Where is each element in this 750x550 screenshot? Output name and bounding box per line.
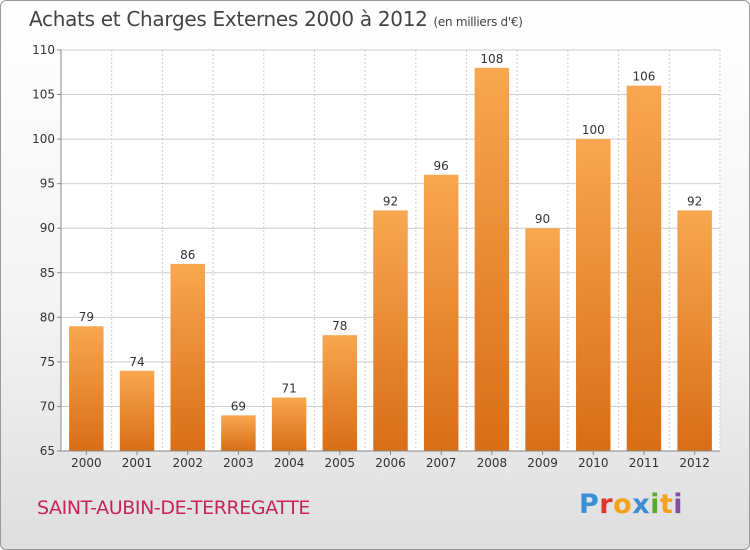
- data-label: 100: [582, 123, 605, 137]
- logo-letter: i: [673, 489, 684, 520]
- labels: 65 70 75 80 85 90 95 100 105 110 79 2000 74 2001 86 200…: [32, 43, 710, 470]
- data-label: 90: [535, 212, 550, 226]
- x-tick-label: 2008: [477, 456, 508, 470]
- data-label: 92: [687, 194, 702, 208]
- data-label: 74: [129, 355, 144, 369]
- chart-title-text: Achats et Charges Externes 2000 à 2012: [29, 7, 428, 31]
- x-tick-label: 2004: [274, 456, 305, 470]
- bar-2004: [271, 397, 307, 451]
- logo-letter: x: [632, 489, 651, 520]
- bar-2009: [525, 228, 560, 451]
- bar-2003: [221, 415, 256, 451]
- commune-name: SAINT-AUBIN-DE-TERREGATTE: [37, 497, 311, 519]
- x-tick-label: 2002: [172, 456, 203, 470]
- data-label: 108: [480, 52, 503, 66]
- x-tick-label: 2000: [71, 456, 102, 470]
- bars: [69, 67, 712, 452]
- data-label: 79: [79, 310, 94, 324]
- y-tick-label: 70: [40, 399, 55, 413]
- data-label: 71: [281, 382, 296, 396]
- logo-letter: i: [650, 489, 660, 520]
- axes: [57, 49, 720, 455]
- data-label: 92: [383, 194, 398, 208]
- proxiti-logo[interactable]: Proxiti: [579, 489, 683, 520]
- bar-2002: [170, 263, 205, 451]
- bar-2012: [677, 210, 712, 451]
- x-tick-label: 2007: [426, 456, 457, 470]
- chart-title: Achats et Charges Externes 2000 à 2012 (e…: [29, 7, 523, 31]
- y-tick-label: 75: [40, 355, 55, 369]
- logo-letter: P: [579, 489, 600, 520]
- logo-letter: o: [613, 489, 633, 520]
- x-tick-label: 2012: [679, 456, 710, 470]
- x-tick-label: 2005: [325, 456, 356, 470]
- y-tick-label: 80: [40, 310, 55, 324]
- x-tick-label: 2011: [629, 456, 660, 470]
- x-tick-label: 2010: [578, 456, 609, 470]
- chart-unit: (en milliers d'€): [433, 15, 523, 29]
- bar-2005: [322, 335, 358, 451]
- y-tick-label: 85: [40, 266, 55, 280]
- x-tick-label: 2001: [122, 456, 153, 470]
- y-tick-label: 65: [40, 444, 55, 458]
- x-tick-label: 2003: [223, 456, 254, 470]
- y-tick-label: 100: [32, 132, 55, 146]
- y-tick-label: 110: [32, 43, 55, 57]
- data-label: 96: [434, 159, 449, 173]
- bar-2000: [69, 326, 104, 451]
- bar-2006: [373, 210, 408, 451]
- y-tick-label: 105: [32, 88, 55, 102]
- x-tick-label: 2009: [527, 456, 558, 470]
- bar-2008: [474, 67, 510, 452]
- data-label: 69: [231, 399, 246, 413]
- y-tick-label: 90: [40, 221, 55, 235]
- data-label: 86: [180, 248, 195, 262]
- bar-2010: [576, 139, 611, 451]
- data-label: 78: [332, 319, 347, 333]
- bar-2007: [423, 174, 459, 451]
- x-tick-label: 2006: [375, 456, 406, 470]
- y-tick-label: 95: [40, 177, 55, 191]
- data-label: 106: [633, 70, 656, 84]
- bar-2011: [626, 85, 662, 452]
- bar-2001: [119, 370, 155, 451]
- logo-letter: t: [659, 489, 674, 520]
- logo-letter: r: [599, 489, 614, 520]
